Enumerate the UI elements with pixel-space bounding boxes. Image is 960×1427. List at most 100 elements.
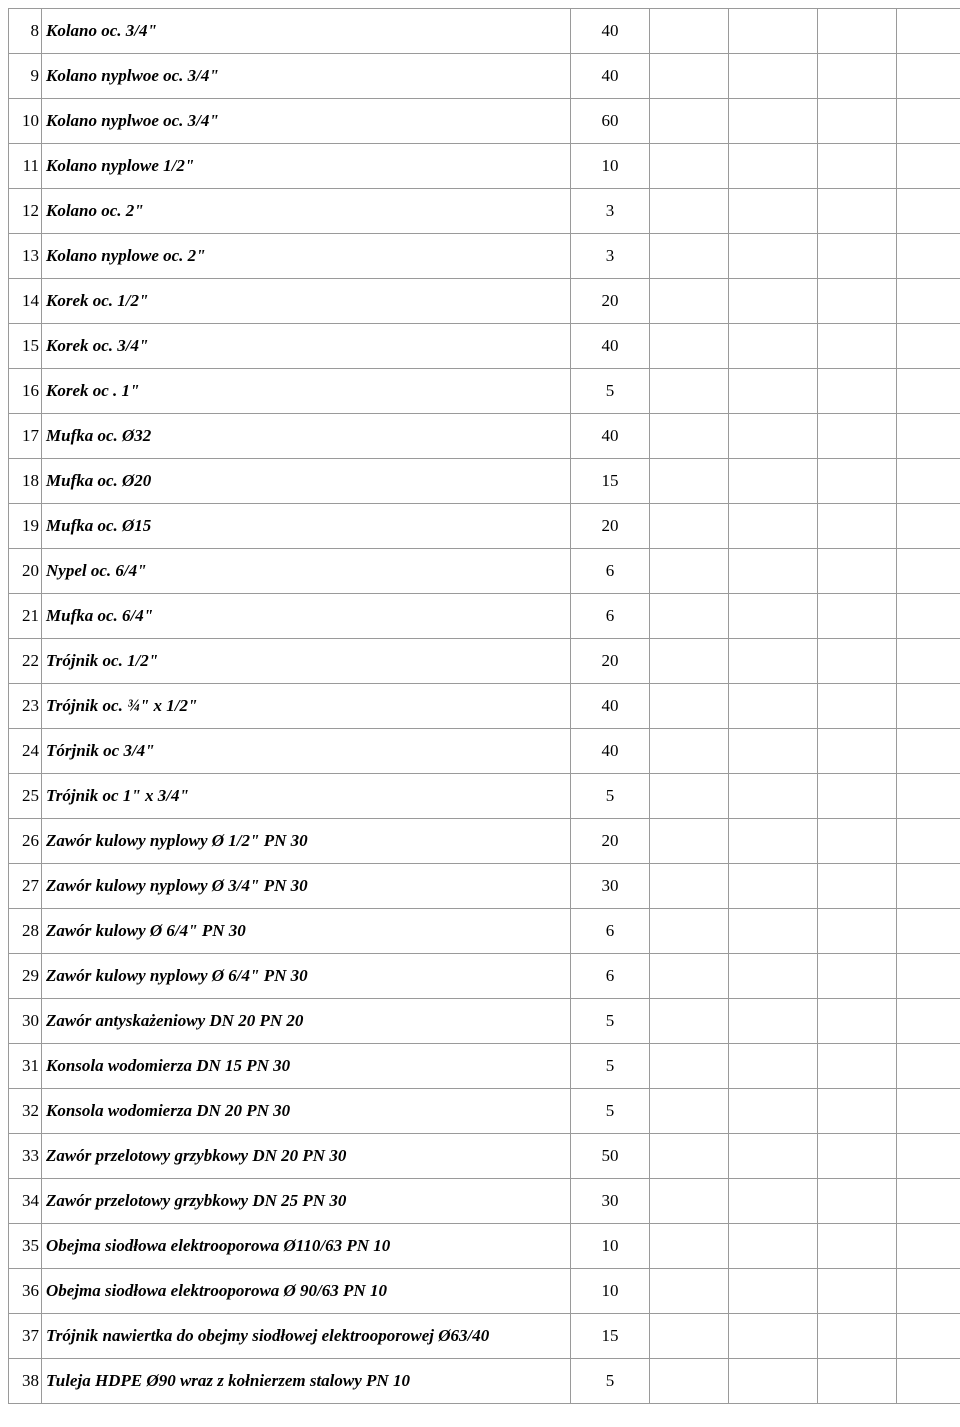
empty-cell (729, 369, 818, 414)
row-number: 16 (9, 369, 42, 414)
empty-cell (729, 279, 818, 324)
table-row: 37Trójnik nawiertka do obejmy siodłowej … (9, 1314, 960, 1359)
empty-cell (818, 414, 897, 459)
empty-cell (650, 999, 729, 1044)
empty-cell (729, 144, 818, 189)
empty-cell (729, 954, 818, 999)
table-row: 25Trójnik oc 1" x 3/4"5 (9, 774, 960, 819)
item-qty: 6 (571, 954, 650, 999)
empty-cell (818, 504, 897, 549)
empty-cell (650, 1044, 729, 1089)
item-name: Konsola wodomierza DN 15 PN 30 (42, 1044, 571, 1089)
item-qty: 5 (571, 774, 650, 819)
item-name: Zawór kulowy nyplowy Ø 3/4" PN 30 (42, 864, 571, 909)
empty-cell (729, 729, 818, 774)
empty-cell (818, 369, 897, 414)
empty-cell (650, 189, 729, 234)
empty-cell (897, 459, 960, 504)
item-qty: 6 (571, 909, 650, 954)
empty-cell (650, 414, 729, 459)
row-number: 19 (9, 504, 42, 549)
empty-cell (818, 234, 897, 279)
empty-cell (650, 1089, 729, 1134)
empty-cell (897, 1089, 960, 1134)
empty-cell (818, 1179, 897, 1224)
empty-cell (650, 54, 729, 99)
empty-cell (818, 144, 897, 189)
empty-cell (897, 144, 960, 189)
empty-cell (650, 369, 729, 414)
empty-cell (897, 1134, 960, 1179)
item-name: Mufka oc. Ø32 (42, 414, 571, 459)
item-qty: 20 (571, 279, 650, 324)
empty-cell (818, 1269, 897, 1314)
empty-cell (650, 1269, 729, 1314)
empty-cell (650, 1359, 729, 1404)
empty-cell (729, 1224, 818, 1269)
empty-cell (897, 684, 960, 729)
empty-cell (729, 1089, 818, 1134)
row-number: 27 (9, 864, 42, 909)
row-number: 11 (9, 144, 42, 189)
table-row: 31Konsola wodomierza DN 15 PN 305 (9, 1044, 960, 1089)
item-name: Kolano oc. 2" (42, 189, 571, 234)
empty-cell (650, 864, 729, 909)
item-qty: 30 (571, 864, 650, 909)
table-row: 19Mufka oc. Ø1520 (9, 504, 960, 549)
empty-cell (818, 279, 897, 324)
empty-cell (729, 639, 818, 684)
empty-cell (729, 1359, 818, 1404)
empty-cell (818, 819, 897, 864)
empty-cell (897, 1269, 960, 1314)
empty-cell (818, 1314, 897, 1359)
empty-cell (650, 9, 729, 54)
empty-cell (729, 909, 818, 954)
row-number: 8 (9, 9, 42, 54)
item-name: Kolano nyplwoe oc. 3/4" (42, 99, 571, 144)
item-name: Obejma siodłowa elektrooporowa Ø110/63 P… (42, 1224, 571, 1269)
item-name: Konsola wodomierza DN 20 PN 30 (42, 1089, 571, 1134)
row-number: 20 (9, 549, 42, 594)
empty-cell (818, 1359, 897, 1404)
empty-cell (818, 189, 897, 234)
row-number: 36 (9, 1269, 42, 1314)
empty-cell (897, 369, 960, 414)
row-number: 12 (9, 189, 42, 234)
table-row: 33Zawór przelotowy grzybkowy DN 20 PN 30… (9, 1134, 960, 1179)
item-name: Zawór przelotowy grzybkowy DN 25 PN 30 (42, 1179, 571, 1224)
empty-cell (729, 414, 818, 459)
table-row: 30Zawór antyskażeniowy DN 20 PN 205 (9, 999, 960, 1044)
empty-cell (818, 774, 897, 819)
empty-cell (650, 954, 729, 999)
empty-cell (897, 999, 960, 1044)
table-row: 29Zawór kulowy nyplowy Ø 6/4" PN 306 (9, 954, 960, 999)
empty-cell (818, 594, 897, 639)
empty-cell (650, 819, 729, 864)
empty-cell (897, 324, 960, 369)
empty-cell (729, 1269, 818, 1314)
item-qty: 40 (571, 729, 650, 774)
row-number: 17 (9, 414, 42, 459)
empty-cell (897, 819, 960, 864)
empty-cell (650, 144, 729, 189)
row-number: 24 (9, 729, 42, 774)
item-qty: 60 (571, 99, 650, 144)
row-number: 31 (9, 1044, 42, 1089)
empty-cell (818, 9, 897, 54)
item-name: Trójnik nawiertka do obejmy siodłowej el… (42, 1314, 571, 1359)
item-qty: 15 (571, 459, 650, 504)
row-number: 25 (9, 774, 42, 819)
empty-cell (729, 459, 818, 504)
empty-cell (729, 774, 818, 819)
row-number: 29 (9, 954, 42, 999)
table-row: 11Kolano nyplowe 1/2"10 (9, 144, 960, 189)
empty-cell (650, 1224, 729, 1269)
item-qty: 30 (571, 1179, 650, 1224)
item-name: Korek oc. 3/4" (42, 324, 571, 369)
item-qty: 6 (571, 594, 650, 639)
item-name: Kolano oc. 3/4" (42, 9, 571, 54)
empty-cell (897, 99, 960, 144)
empty-cell (897, 729, 960, 774)
item-name: Korek oc. 1/2" (42, 279, 571, 324)
empty-cell (818, 99, 897, 144)
